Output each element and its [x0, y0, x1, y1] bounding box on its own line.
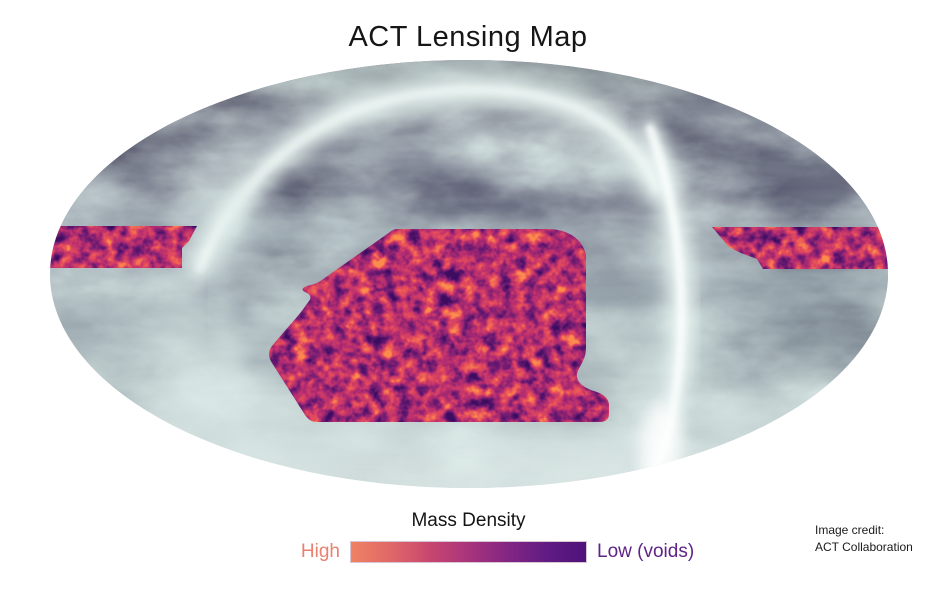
- footprint-left-strip: [50, 226, 197, 268]
- footprint-central-region: [269, 229, 609, 422]
- footprint-right-strip: [712, 227, 888, 269]
- lensing-footprint: [50, 226, 888, 422]
- image-credit-line1: Image credit:: [815, 523, 885, 537]
- figure-title: ACT Lensing Map: [348, 21, 588, 53]
- colorbar-high-label: High: [300, 541, 340, 562]
- image-credit-line2: ACT Collaboration: [815, 540, 913, 554]
- colorbar-low-label: Low (voids): [597, 541, 695, 562]
- image-credit: Image credit: ACT Collaboration: [815, 522, 913, 556]
- colorbar-gradient: [350, 541, 587, 563]
- colorbar-title: Mass Density: [411, 510, 526, 531]
- mollweide-oval: [50, 60, 888, 488]
